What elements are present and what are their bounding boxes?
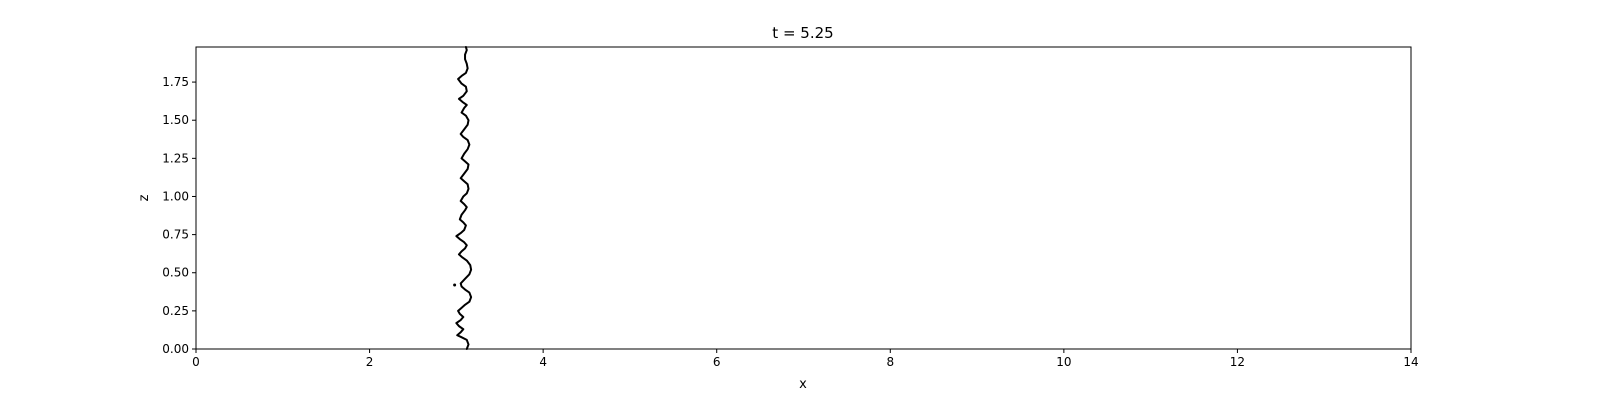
plot-area-frame [195,46,1412,350]
y-tick-label: 1.75 [162,75,189,89]
x-tick-label: 6 [713,355,721,369]
data-point [453,283,457,287]
chart-title: t = 5.25 [772,24,833,42]
x-axis-ticks: 0 2 4 6 8 10 12 14 [192,349,1419,369]
series-line [455,46,473,350]
x-tick-label: 14 [1403,355,1418,369]
x-tick-label: 0 [192,355,200,369]
y-axis-label: z [137,194,152,201]
x-tick-label: 8 [886,355,894,369]
x-tick-label: 12 [1230,355,1245,369]
x-tick-label: 4 [539,355,547,369]
y-tick-label: 1.00 [162,189,189,203]
y-tick-label: 1.25 [162,151,189,165]
y-tick-label: 0.75 [162,228,189,242]
y-axis-ticks: 0.00 0.25 0.50 0.75 1.00 1.25 1.50 1.75 [162,75,196,356]
y-tick-label: 0.25 [162,304,189,318]
series-layer [453,46,473,350]
x-axis-label: x [799,377,807,392]
x-tick-label: 2 [366,355,374,369]
y-tick-label: 0.50 [162,266,189,280]
y-tick-label: 0.00 [162,342,189,356]
x-tick-label: 10 [1056,355,1071,369]
y-tick-label: 1.50 [162,113,189,127]
